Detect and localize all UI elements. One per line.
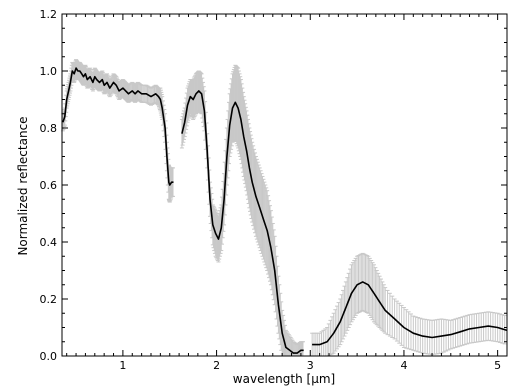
axes <box>61 13 508 357</box>
x-tick-label: 2 <box>213 359 220 372</box>
y-tick-label: 1.0 <box>40 65 58 78</box>
y-tick-label: 0.4 <box>40 236 58 249</box>
x-axis-label: wavelength [µm] <box>233 372 335 386</box>
error-bars <box>60 59 507 357</box>
spectrum-lines <box>62 67 508 354</box>
x-tick-label: 4 <box>400 359 407 372</box>
y-tick-label: 0.0 <box>40 350 58 363</box>
tick-marks <box>62 13 508 357</box>
x-tick-label: 1 <box>119 359 126 372</box>
plot-frame <box>61 13 508 357</box>
spectrum-segment-3 <box>312 281 508 346</box>
y-tick-label: 0.2 <box>40 293 58 306</box>
y-tick-label: 1.2 <box>40 8 58 21</box>
spectrum-segment-1 <box>62 67 174 186</box>
y-axis-label: Normalized reflectance <box>16 116 30 255</box>
spectrum-segment-2 <box>181 90 304 354</box>
tick-labels: 1 2 3 4 5 0.0 0.2 0.4 0.6 0.8 1.0 1.2 <box>40 8 502 372</box>
y-tick-label: 0.6 <box>40 179 58 192</box>
x-tick-label: 3 <box>307 359 314 372</box>
x-tick-label: 5 <box>494 359 501 372</box>
y-tick-label: 0.8 <box>40 122 58 135</box>
